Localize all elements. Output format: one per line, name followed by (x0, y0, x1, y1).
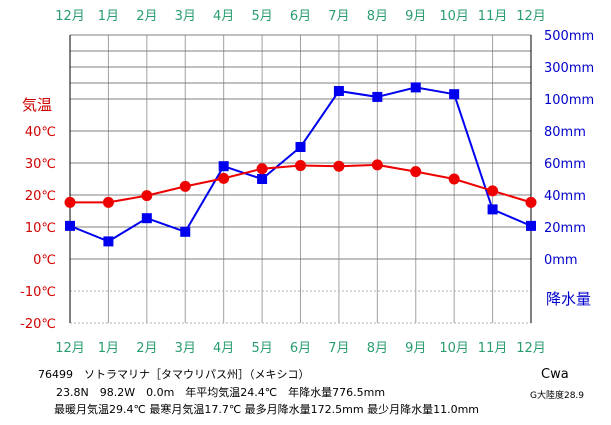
month-label-top: 8月 (367, 9, 388, 24)
temperature-point (179, 180, 191, 192)
station-extremes: 最暖月気温29.4℃ 最寒月気温17.7℃ 最多月降水量172.5mm 最少月降… (54, 402, 479, 416)
temperature-tick: 0℃ (33, 253, 56, 268)
station-coords: 23.8N 98.2W 0.0m 年平均気温24.4℃ 年降水量776.5mm (56, 385, 385, 399)
temperature-point (487, 185, 499, 197)
precipitation-point (141, 213, 152, 224)
month-label-top: 12月 (516, 9, 546, 24)
precipitation-series (65, 82, 536, 247)
precipitation-tick: 500mm (544, 29, 594, 44)
precipitation-point (487, 204, 498, 215)
precipitation-point (180, 226, 191, 237)
precipitation-axis-title: 降水量 (546, 290, 591, 308)
month-label-top: 11月 (478, 9, 508, 24)
precipitation-point (65, 220, 75, 231)
precipitation-tick: 0mm (544, 253, 578, 268)
month-label-top: 5月 (251, 9, 272, 24)
month-label-bottom: 3月 (175, 341, 196, 356)
month-label-bottom: 5月 (251, 341, 272, 356)
precipitation-tick: 100mm (544, 93, 594, 108)
month-labels-top: 12月 1月 2月 3月 4月 5月 6月 7月 8月 9月 10月 11月 12月 (55, 9, 546, 24)
temperature-tick: 40℃ (25, 125, 56, 140)
temperature-point (371, 159, 383, 171)
month-label-top: 4月 (213, 9, 234, 24)
month-label-bottom: 2月 (136, 341, 157, 356)
month-label-bottom: 6月 (290, 341, 311, 356)
month-label-bottom: 8月 (367, 341, 388, 356)
precipitation-point (333, 86, 344, 96)
temperature-tick-labels: 40℃ 30℃ 20℃ 10℃ 0℃ -10℃ -20℃ (20, 125, 56, 332)
month-label-bottom: 7月 (328, 341, 349, 356)
chart-grid (69, 34, 532, 324)
month-label-top: 6月 (290, 9, 311, 24)
temperature-tick: -10℃ (20, 285, 56, 300)
precipitation-point (257, 174, 268, 184)
continentality: G大陸度28.9 (530, 389, 584, 401)
precipitation-point (103, 236, 114, 247)
temperature-point (141, 190, 153, 202)
precipitation-tick: 40mm (544, 189, 586, 204)
temperature-point (256, 163, 268, 175)
precipitation-point (526, 220, 536, 231)
precipitation-point (372, 91, 383, 102)
climate-class: Cwa (541, 367, 569, 382)
month-label-bottom: 4月 (213, 341, 234, 356)
precipitation-tick: 300mm (544, 61, 594, 76)
temperature-tick: 30℃ (25, 157, 56, 172)
precipitation-point (295, 142, 306, 152)
temperature-tick: -20℃ (20, 317, 56, 332)
precipitation-tick: 60mm (544, 157, 586, 172)
month-label-top: 12月 (55, 9, 85, 24)
month-label-top: 7月 (328, 9, 349, 24)
station-title: 76499 ソトラマリナ［タマウリパス州］（メキシコ） (38, 368, 310, 381)
month-label-bottom: 1月 (98, 341, 119, 356)
temperature-point (448, 173, 460, 185)
temperature-point (333, 160, 345, 172)
month-label-bottom: 11月 (478, 341, 508, 356)
precipitation-point (410, 82, 421, 93)
month-label-bottom: 12月 (516, 341, 546, 356)
temperature-point (525, 196, 537, 208)
precipitation-tick: 20mm (544, 221, 586, 236)
month-label-bottom: 12月 (55, 341, 85, 356)
precipitation-point (218, 161, 229, 172)
month-label-top: 1月 (98, 9, 119, 24)
month-label-bottom: 10月 (439, 341, 469, 356)
precipitation-tick-labels: 500mm 300mm 100mm 80mm 60mm 40mm 20mm 0mm (544, 29, 594, 268)
month-label-top: 9月 (405, 9, 426, 24)
month-label-top: 10月 (439, 9, 469, 24)
temperature-point (218, 172, 230, 184)
temperature-point (102, 196, 114, 208)
month-label-top: 3月 (175, 9, 196, 24)
month-label-bottom: 9月 (405, 341, 426, 356)
temperature-axis-title: 気温 (22, 96, 52, 114)
temperature-point (410, 166, 422, 178)
month-label-top: 2月 (136, 9, 157, 24)
precipitation-point (449, 89, 460, 100)
precipitation-tick: 80mm (544, 125, 586, 140)
temperature-point (295, 160, 306, 172)
month-labels-bottom: 12月 1月 2月 3月 4月 5月 6月 7月 8月 9月 10月 11月 12月 (55, 341, 546, 356)
temperature-tick: 20℃ (25, 189, 56, 204)
temperature-point (64, 196, 76, 208)
temperature-series (64, 159, 537, 208)
temperature-tick: 10℃ (25, 221, 56, 236)
